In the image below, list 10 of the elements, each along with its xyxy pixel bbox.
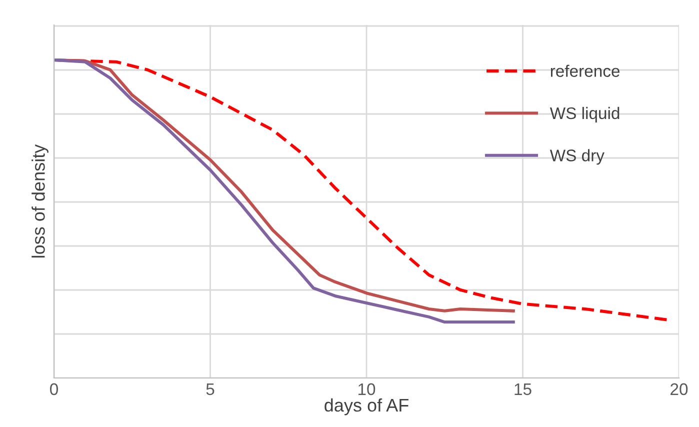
legend-label: reference	[550, 64, 620, 77]
x-tick-label: 0	[50, 383, 58, 396]
x-tick-label: 20	[670, 383, 688, 396]
x-tick-label: 10	[358, 383, 376, 396]
legend-label: WS liquid	[550, 106, 620, 122]
y-axis-title: loss of density	[32, 144, 48, 258]
legend-label: WS dry	[550, 149, 604, 165]
x-tick-label: 5	[206, 383, 214, 396]
x-tick-label: 15	[514, 383, 532, 396]
x-axis-title: days of AF	[324, 398, 408, 416]
